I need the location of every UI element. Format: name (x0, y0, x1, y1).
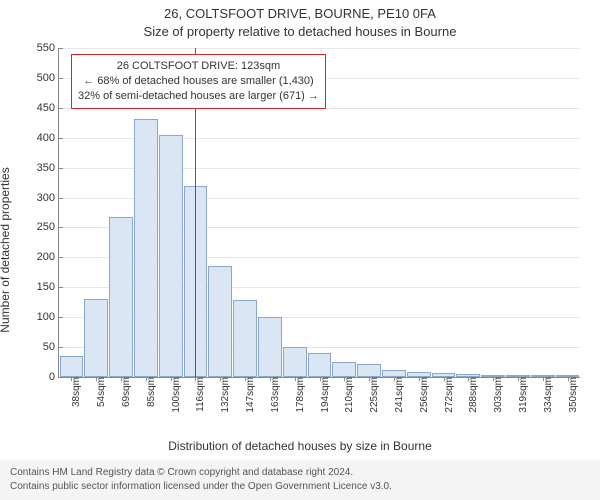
y-tick-label: 50 (27, 341, 59, 353)
x-tick-label: 116sqm (191, 377, 206, 412)
y-tick-label: 250 (27, 221, 59, 233)
x-tick-label: 194sqm (316, 377, 331, 413)
x-tick-label: 54sqm (92, 377, 107, 407)
histogram-bar (258, 317, 282, 377)
annotation-line: ← 68% of detached houses are smaller (1,… (78, 74, 319, 89)
histogram-bar (357, 364, 381, 377)
y-tick-label: 300 (27, 192, 59, 204)
annotation-box: 26 COLTSFOOT DRIVE: 123sqm ← 68% of deta… (71, 54, 326, 109)
histogram-bar (159, 135, 183, 377)
x-axis-label: Distribution of detached houses by size … (0, 439, 600, 453)
histogram-bar (283, 347, 307, 377)
histogram-bar (208, 266, 232, 377)
x-tick-label: 69sqm (117, 377, 132, 407)
chart-title: 26, COLTSFOOT DRIVE, BOURNE, PE10 0FA (0, 6, 600, 21)
gridline (59, 48, 580, 49)
y-tick-label: 150 (27, 281, 59, 293)
y-tick-label: 350 (27, 162, 59, 174)
x-tick-label: 100sqm (167, 377, 182, 413)
x-tick-label: 147sqm (241, 377, 256, 413)
histogram-bar (134, 119, 158, 377)
x-tick-label: 38sqm (67, 377, 82, 407)
histogram-bar (332, 362, 356, 377)
x-tick-label: 350sqm (564, 377, 579, 413)
histogram-bar (382, 370, 406, 377)
x-tick-label: 288sqm (464, 377, 479, 413)
x-tick-label: 210sqm (340, 377, 355, 413)
annotation-line: 32% of semi-detached houses are larger (… (78, 89, 319, 104)
y-tick-label: 400 (27, 132, 59, 144)
footer-line: Contains public sector information licen… (10, 480, 590, 494)
chart-container: 26, COLTSFOOT DRIVE, BOURNE, PE10 0FA Si… (0, 0, 600, 500)
plot-area: 05010015020025030035040045050055038sqm54… (58, 48, 580, 378)
x-tick-label: 163sqm (266, 377, 281, 413)
x-tick-label: 85sqm (142, 377, 157, 407)
x-tick-label: 272sqm (440, 377, 455, 413)
x-tick-label: 334sqm (539, 377, 554, 413)
x-tick-label: 256sqm (415, 377, 430, 413)
x-tick-label: 178sqm (291, 377, 306, 413)
x-tick-label: 319sqm (514, 377, 529, 413)
chart-subtitle: Size of property relative to detached ho… (0, 24, 600, 39)
annotation-line: 26 COLTSFOOT DRIVE: 123sqm (78, 59, 319, 74)
x-tick-label: 132sqm (216, 377, 231, 413)
x-tick-label: 225sqm (365, 377, 380, 413)
y-tick-label: 100 (27, 311, 59, 323)
histogram-bar (109, 217, 133, 377)
footer-line: Contains HM Land Registry data © Crown c… (10, 466, 590, 480)
y-tick-label: 550 (27, 42, 59, 54)
x-tick-label: 303sqm (489, 377, 504, 413)
footer: Contains HM Land Registry data © Crown c… (0, 460, 600, 500)
histogram-bar (233, 300, 257, 377)
y-axis-label: Number of detached properties (0, 167, 12, 332)
y-tick-label: 0 (27, 371, 59, 383)
histogram-bar (308, 353, 332, 377)
x-tick-label: 241sqm (390, 377, 405, 413)
histogram-bar (60, 356, 84, 377)
histogram-bar (84, 299, 108, 377)
y-tick-label: 200 (27, 251, 59, 263)
y-tick-label: 450 (27, 102, 59, 114)
y-tick-label: 500 (27, 72, 59, 84)
